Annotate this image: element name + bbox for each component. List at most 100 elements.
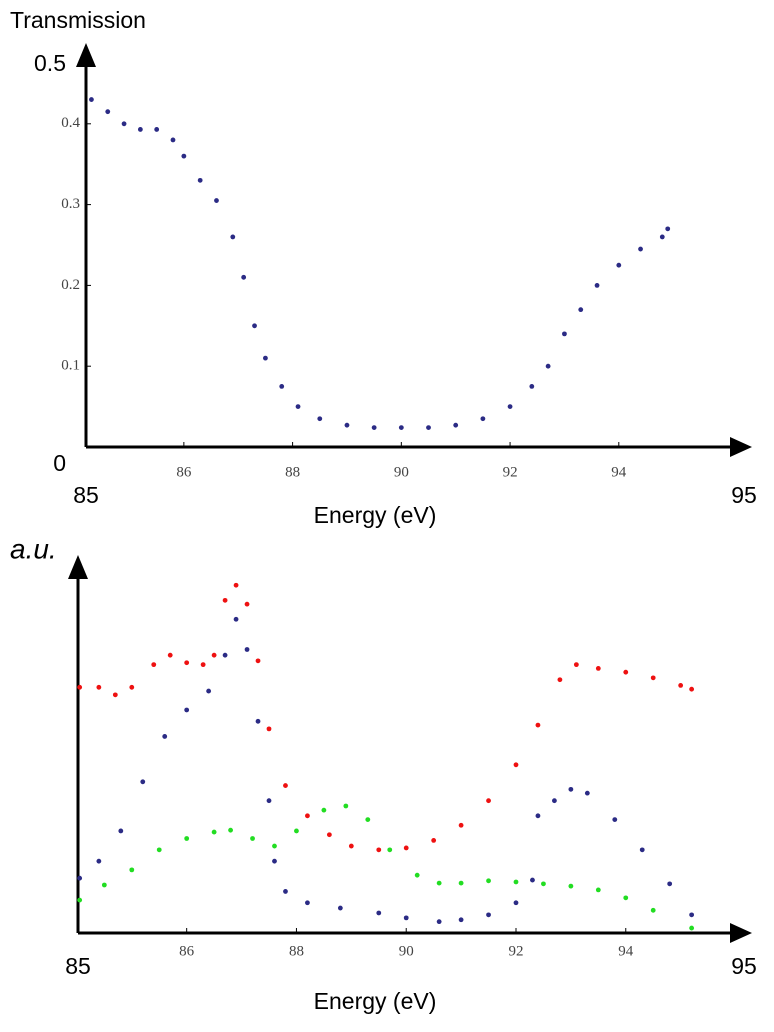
data-point [431,837,437,843]
x-axis-label: Energy (eV) [314,988,437,1014]
data-point [77,875,83,881]
data-point [376,847,382,853]
data-point [513,762,519,768]
data-point [568,786,574,792]
data-point [266,726,272,732]
data-point [241,274,247,280]
data-point [453,422,459,428]
data-point [255,718,261,724]
data-point [255,658,261,664]
data-point [162,734,168,739]
data-point [140,779,146,785]
data-point [137,127,143,132]
y-tick-label: 0.3 [61,196,80,212]
x-tick-label: 90 [394,464,409,480]
data-point [317,416,323,422]
data-point [305,813,310,819]
data-point [222,597,228,603]
data-point [170,137,176,143]
y-axis-arrow [68,555,88,579]
data-point [184,707,190,713]
x-tick-label: 88 [285,464,300,480]
data-point [343,803,349,809]
data-point [650,907,656,913]
x-range-label: 95 [731,953,757,979]
data-point [96,858,102,864]
data-point [252,323,257,329]
data-point [665,226,671,232]
x-axis-arrow [730,437,752,457]
data-point [638,246,643,252]
x-range-label: 95 [731,482,757,508]
data-point [326,832,332,838]
data-point [244,647,250,652]
data-point [222,652,228,658]
x-range-label: 85 [73,482,99,508]
data-point [376,910,382,916]
data-point [233,582,239,588]
y-axis-label: Transmission [10,7,146,33]
data-point [211,829,217,835]
data-point [650,675,656,681]
y-axis-label: a.u. [10,533,57,564]
y-tick-label: 0.1 [61,358,80,374]
data-point [200,662,206,668]
data-point [480,416,486,422]
data-point [513,900,519,906]
data-point [348,843,354,849]
data-point [562,331,567,337]
data-point [486,878,491,884]
data-point [557,677,563,683]
data-point [230,234,236,240]
data-point [486,798,491,804]
data-point [337,905,343,911]
data-point [283,783,288,788]
data-point [578,307,584,313]
data-point [568,883,574,889]
data-point [584,790,590,796]
data-point [305,900,310,906]
data-point [272,858,277,864]
data-point [486,912,491,918]
data-point [89,97,94,102]
data-point [321,807,327,813]
data-point [344,422,350,428]
data-point [244,601,250,607]
data-point [371,425,377,431]
x-range-label: 85 [65,953,91,979]
y-tick-label: 0 [53,450,66,476]
x-tick-label: 86 [176,464,192,480]
data-point [594,283,600,288]
data-point [535,722,541,728]
data-point [105,109,111,115]
data-point [612,817,618,822]
data-point [545,363,551,369]
data-point [436,880,442,886]
y-axis-arrow [76,43,96,67]
data-point [250,836,255,841]
x-tick-label: 94 [611,464,627,480]
data-point [211,652,217,658]
data-point [154,127,160,132]
data-point [167,652,173,658]
data-point [530,877,535,883]
data-point [458,880,464,886]
data-point [263,355,268,361]
data-point [678,683,684,688]
data-point [541,881,546,887]
data-point [552,798,557,804]
x-tick-label: 92 [503,464,518,480]
data-point [667,881,673,887]
data-point [77,684,83,690]
x-tick-label: 92 [508,943,523,959]
x-axis-label: Energy (eV) [314,502,437,528]
y-tick-label: 0.5 [34,50,66,76]
data-point [623,669,629,675]
data-point [228,827,233,833]
y-tick-label: 0.2 [61,277,80,293]
data-point [101,882,107,888]
x-tick-label: 86 [179,943,195,959]
x-tick-label: 94 [618,943,634,959]
data-point [279,384,285,389]
